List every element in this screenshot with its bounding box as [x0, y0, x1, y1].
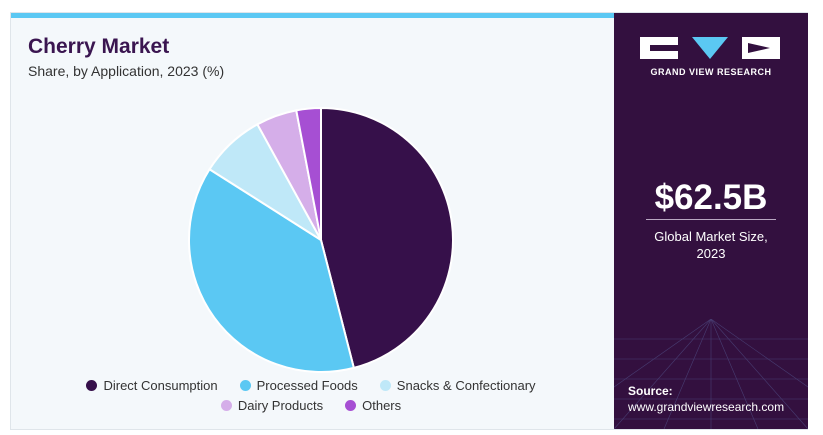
legend-label: Snacks & Confectionary	[396, 378, 536, 393]
pie-chart	[188, 106, 454, 373]
market-size-label-line1: Global Market Size,	[654, 229, 768, 244]
legend-row-1: Direct Consumption Processed Foods Snack…	[11, 378, 611, 393]
legend-row-2: Dairy Products Others	[11, 398, 611, 413]
legend-item-snacks-confectionary: Snacks & Confectionary	[379, 378, 536, 393]
pie-slice-others	[295, 106, 322, 241]
grid-background	[614, 319, 808, 429]
legend-label: Direct Consumption	[103, 378, 218, 393]
legend-swatch-snacks-confectionary	[379, 380, 391, 391]
brand-name: GRAND VIEW RESEARCH	[650, 67, 772, 77]
chart-card: Cherry Market Share, by Application, 202…	[10, 12, 808, 430]
legend-label: Processed Foods	[256, 378, 358, 393]
legend-item-dairy-products: Dairy Products	[220, 398, 324, 413]
market-size-label: Global Market Size, 2023	[614, 228, 808, 262]
chart-subtitle: Share, by Application, 2023 (%)	[28, 63, 225, 79]
source-label: Source:	[628, 384, 673, 398]
legend-swatch-direct-consumption	[86, 380, 98, 391]
legend-swatch-processed-foods	[239, 380, 251, 391]
legend-item-direct-consumption: Direct Consumption	[86, 378, 218, 393]
accent-bar	[11, 13, 614, 18]
chart-title: Cherry Market	[28, 35, 170, 58]
market-size-value: $62.5B	[654, 178, 768, 217]
pie-slice-direct-consumption	[320, 106, 454, 370]
market-size-label-line2: 2023	[696, 246, 726, 261]
legend-label: Others	[362, 398, 402, 413]
side-panel: GRAND VIEW RESEARCH $62.5B Global Market…	[614, 13, 808, 429]
grand-view-research-logo	[640, 37, 780, 59]
legend-swatch-dairy-products	[220, 400, 232, 411]
pie-slice-processed-foods	[188, 167, 356, 373]
legend-item-processed-foods: Processed Foods	[239, 378, 358, 393]
legend-label: Dairy Products	[237, 398, 324, 413]
legend-item-others: Others	[345, 398, 401, 413]
legend-swatch-others	[345, 400, 357, 411]
source-link[interactable]: www.grandviewresearch.com	[628, 400, 785, 414]
divider	[646, 219, 776, 220]
